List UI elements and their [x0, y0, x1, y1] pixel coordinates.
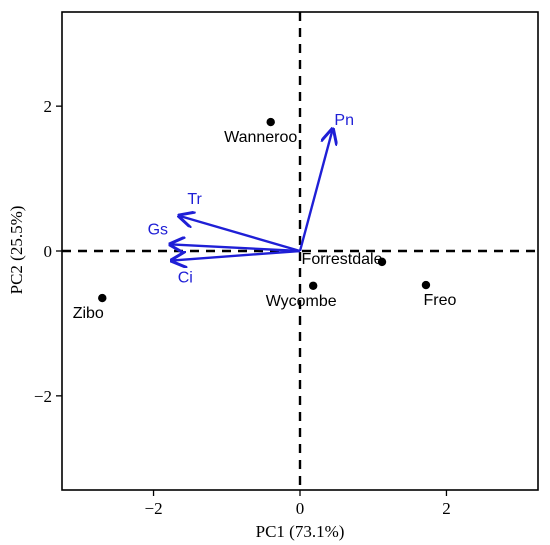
point-zibo: [98, 293, 107, 303]
point-label-freo: Freo: [424, 292, 457, 309]
point-freo: [421, 280, 431, 290]
point-label-forrestdale: Forrestdale: [302, 251, 383, 268]
y-axis-title: PC2 (25.5%): [7, 206, 26, 295]
vector-arrow-ci: [173, 249, 301, 260]
x-tick-label: −2: [144, 499, 162, 518]
vector-label-gs: Gs: [148, 221, 168, 238]
vector-arrow-gs: [172, 244, 301, 251]
point-forrestdale: [377, 257, 387, 267]
point-label-zibo: Zibo: [73, 305, 104, 322]
point-label-wanneroo: Wanneroo: [224, 129, 297, 146]
point-wanneroo: [266, 117, 275, 127]
score-points: Wanneroo Forrestdale Wycombe Freo Zibo: [73, 117, 457, 322]
vector-arrow-pn: [298, 131, 332, 252]
y-tick-label: −2: [34, 387, 52, 406]
x-tick-label: 2: [442, 499, 451, 518]
vector-label-tr: Tr: [187, 191, 202, 208]
point-label-wycombe: Wycombe: [266, 293, 337, 310]
y-tick-label: 0: [44, 242, 53, 261]
x-axis: −2 0 2: [144, 490, 451, 518]
vector-label-ci: Ci: [178, 269, 193, 286]
y-tick-label: 2: [44, 97, 53, 116]
x-axis-title: PC1 (73.1%): [256, 522, 345, 541]
vector-label-pn: Pn: [334, 112, 354, 129]
x-tick-label: 0: [296, 499, 305, 518]
loading-vectors: Pn Tr Gs Ci: [148, 112, 354, 287]
vector-arrow-tr: [181, 216, 301, 253]
point-wycombe: [308, 281, 318, 290]
y-axis: −2 0 2: [34, 97, 62, 406]
